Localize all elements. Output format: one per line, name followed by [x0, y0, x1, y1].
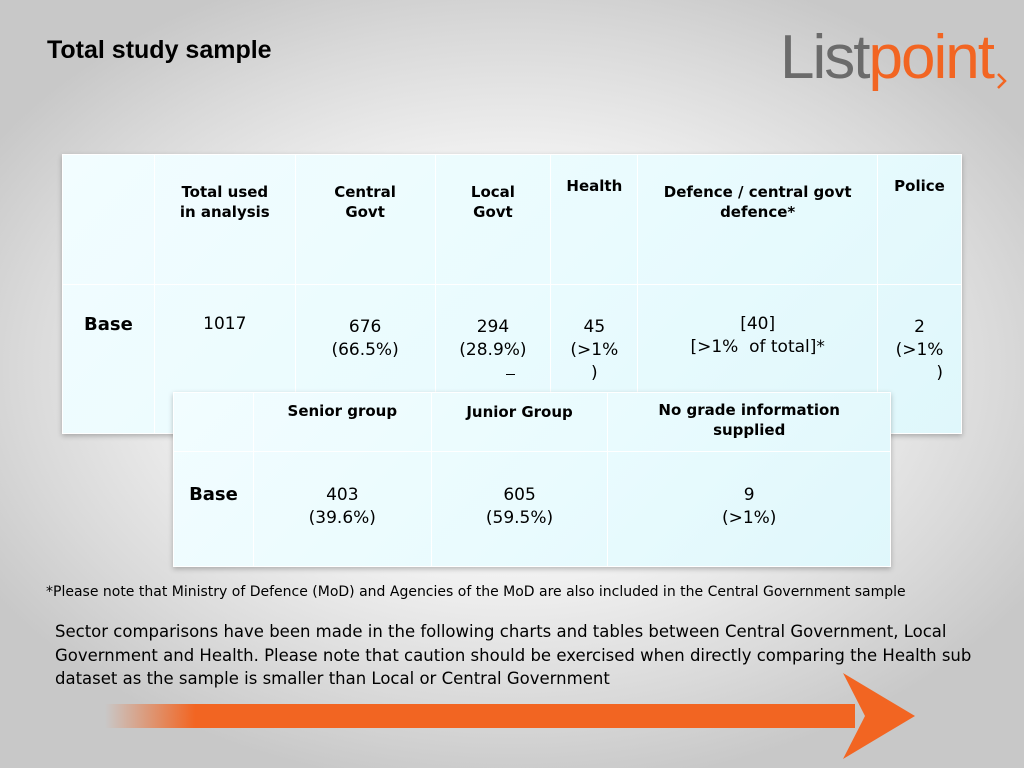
grade-table: Senior group Junior Group No grade infor… [173, 392, 891, 567]
row-label-base: Base [173, 451, 254, 567]
row-label-base: Base [62, 284, 155, 434]
header-central-govt: Central Govt [294, 154, 436, 285]
header-junior-group: Junior Group [430, 392, 609, 452]
cell-police: 2 (>1%) [877, 284, 962, 434]
logo-arrow-icon [997, 73, 1007, 89]
table-header-row: Total used in analysis Central Govt Local G… [62, 154, 962, 285]
page-title: Total study sample [47, 36, 272, 64]
header-senior-group: Senior group [252, 392, 432, 452]
listpoint-logo: Listpoint [780, 22, 995, 94]
cell-senior: 403 (39.6%) [252, 451, 432, 567]
cell-no-grade: 9 (>1%) [607, 451, 891, 567]
header-police: Police [877, 154, 962, 285]
header-empty-cell [62, 154, 155, 285]
cell-junior: 605 (59.5%) [430, 451, 609, 567]
header-health: Health [550, 154, 639, 285]
table-header-row: Senior group Junior Group No grade infor… [173, 392, 891, 452]
footnote: *Please note that Ministry of Defence (M… [46, 584, 906, 600]
header-empty-cell [173, 392, 254, 452]
divider-mark [506, 374, 515, 375]
sector-comparison-note: Sector comparisons have been made in the… [55, 622, 972, 688]
header-defence: Defence / central govt defence* [637, 154, 879, 285]
header-no-grade: No grade information supplied [607, 392, 891, 452]
orange-arrow-icon [105, 673, 915, 759]
table-row: Base 403 (39.6%) 605 (59.5%) 9 (>1%) [173, 451, 891, 567]
header-local-govt: Local Govt [434, 154, 552, 285]
logo-text-point: point [868, 23, 994, 92]
header-total-used: Total used in analysis [153, 154, 296, 285]
logo-text-list: List [780, 23, 870, 92]
